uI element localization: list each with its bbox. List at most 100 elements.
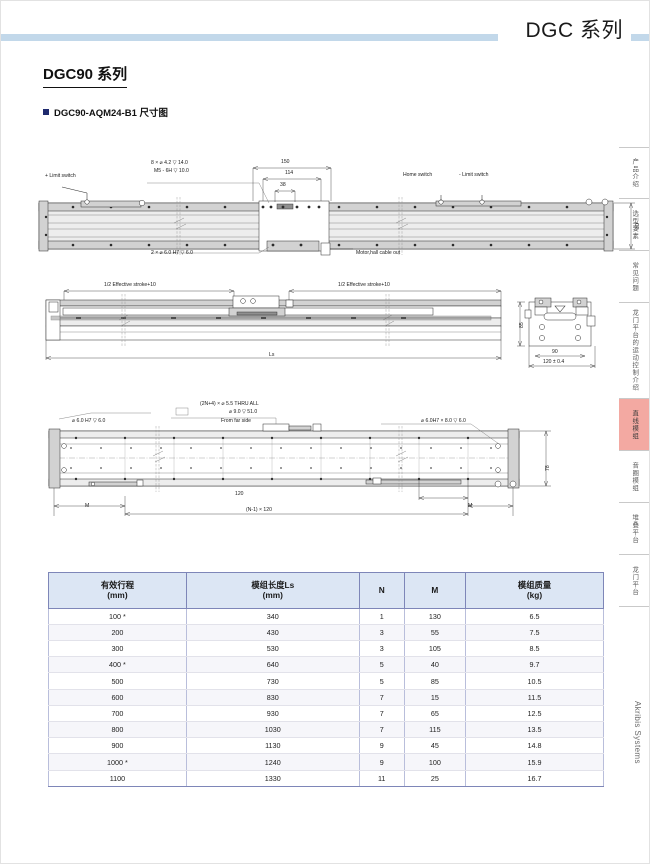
- page-header: DGC 系列: [1, 16, 649, 46]
- label-dowel-note-top: 2 × ⌀ 6.0 H7 ▽ 6.0: [151, 250, 193, 256]
- table-cell-r9-c0: 1000 *: [48, 753, 187, 771]
- table-cell-r1-c1: 430: [185, 623, 360, 642]
- table-cell-r8-c3: 45: [403, 737, 467, 755]
- table-cell-r3-c0: 400 *: [48, 656, 187, 674]
- table-header-cell-3: M: [403, 572, 467, 609]
- table-cell-r3-c1: 640: [185, 656, 360, 674]
- table-cell-r8-c4: 14.8: [465, 737, 604, 755]
- table-cell-r3-c2: 5: [358, 656, 405, 674]
- label-thru-note-3: From far side: [221, 418, 252, 424]
- dim-120-tol: 120 ± 0.4: [543, 359, 565, 365]
- table-cell-r7-c0: 800: [48, 721, 187, 739]
- table-row: 1000 * 1240 9 100 15.9: [48, 753, 604, 771]
- section-subtitle: DGC90-AQM24-B1 尺寸图: [43, 105, 168, 119]
- table-cell-r10-c2: 11: [358, 769, 405, 787]
- table-cell-r9-c2: 9: [358, 753, 405, 771]
- side-tab-label: 龙门平台: [631, 565, 639, 596]
- table-cell-r9-c3: 100: [403, 753, 467, 771]
- table-row: 1100 1330 11 25 16.7: [48, 769, 604, 787]
- dim-150: 150: [281, 159, 290, 165]
- table-cell-r2-c4: 8.5: [465, 640, 604, 658]
- side-tab-4[interactable]: 直线模组: [619, 399, 649, 451]
- table-cell-r5-c4: 11.5: [465, 688, 604, 706]
- label-ls: Ls: [269, 352, 275, 358]
- dim-38: 38: [280, 182, 286, 188]
- table-cell-r6-c4: 12.5: [465, 704, 604, 723]
- side-tab-1[interactable]: 选型要素: [619, 199, 649, 251]
- table-row: 600 830 7 15 11.5: [48, 688, 604, 706]
- spec-table: 有效行程 (mm) 模组长度Ls (mm) N M 模组质量 (kg) 100 * 340 1 13…: [48, 572, 604, 787]
- table-cell-r6-c3: 65: [403, 704, 467, 723]
- table-cell-r10-c3: 25: [403, 769, 467, 787]
- side-tab-0[interactable]: 产品介绍: [619, 147, 649, 199]
- table-cell-r2-c1: 530: [185, 640, 360, 658]
- table-cell-r1-c3: 55: [403, 623, 467, 642]
- table-cell-r8-c2: 9: [358, 737, 405, 755]
- table-cell-r1-c2: 3: [358, 623, 405, 642]
- table-row: 700 930 7 65 12.5: [48, 704, 604, 723]
- table-cell-r6-c1: 930: [185, 704, 360, 723]
- table-header-cell-0: 有效行程 (mm): [48, 572, 187, 609]
- table-cell-r2-c2: 3: [358, 640, 405, 658]
- table-cell-r0-c1: 340: [185, 607, 360, 625]
- table-cell-r4-c4: 10.5: [465, 672, 604, 690]
- label-minus-limit-switch: - Limit switch: [459, 172, 489, 178]
- table-header-cell-1: 模组长度Ls (mm): [185, 572, 360, 609]
- side-tab-label: 选型要素: [631, 209, 639, 240]
- page-title-text: DGC90 系列: [43, 63, 128, 88]
- table-cell-r2-c0: 300: [48, 640, 187, 658]
- table-cell-r7-c4: 13.5: [465, 721, 604, 739]
- side-tab-5[interactable]: 音圈模组: [619, 451, 649, 503]
- label-hole-note-2: M5 - 6H ▽ 10.0: [154, 168, 189, 174]
- side-tab-3[interactable]: 龙门平台的运动控制介绍: [619, 303, 649, 399]
- footer-brand-text: Akribis Systems: [633, 701, 642, 764]
- table-row: 300 530 3 105 8.5: [48, 640, 604, 658]
- table-cell-r3-c3: 40: [403, 656, 467, 674]
- table-header-cell-2: N: [358, 572, 405, 609]
- dim-90: 90: [552, 349, 558, 355]
- table-cell-r9-c4: 15.9: [465, 753, 604, 771]
- table-cell-r7-c3: 115: [403, 721, 467, 739]
- table-cell-r4-c0: 500: [48, 672, 187, 690]
- label-stroke-right: 1/2 Effective stroke+10: [338, 282, 390, 288]
- label-plus-limit-switch: + Limit switch: [45, 173, 76, 179]
- table-row: 400 * 640 5 40 9.7: [48, 656, 604, 674]
- table-cell-r10-c1: 1330: [185, 769, 360, 787]
- label-thru-note-2: ⌀ 9.0 ▽ 51.0: [229, 409, 258, 415]
- table-header-cell-4: 模组质量 (kg): [465, 572, 604, 609]
- section-subtitle-text: DGC90-AQM24-B1 尺寸图: [54, 108, 169, 119]
- side-tab-label: 常见问题: [631, 261, 639, 292]
- table-cell-r8-c0: 900: [48, 737, 187, 755]
- table-cell-r2-c3: 105: [403, 640, 467, 658]
- table-row: 900 1130 9 45 14.8: [48, 737, 604, 755]
- label-hole-note-1: 8 × ⌀ 4.2 ▽ 14.0: [151, 160, 188, 166]
- footer-brand: Akribis Systems: [633, 701, 642, 769]
- dim-85: 85: [519, 322, 525, 328]
- table-cell-r5-c1: 830: [185, 688, 360, 706]
- side-tab-label: 堆叠平台: [631, 513, 639, 544]
- table-cell-r1-c4: 7.5: [465, 623, 604, 642]
- table-cell-r8-c1: 1130: [185, 737, 360, 755]
- dim-m-right: M: [468, 503, 473, 509]
- table-row: 800 1030 7 115 13.5: [48, 721, 604, 739]
- side-tab-2[interactable]: 常见问题: [619, 251, 649, 303]
- side-tab-6[interactable]: 堆叠平台: [619, 503, 649, 555]
- table-cell-r4-c2: 5: [358, 672, 405, 690]
- table-cell-r5-c0: 600: [48, 688, 187, 706]
- label-home-switch: Home switch: [403, 172, 433, 178]
- bullet-square-icon: [43, 109, 49, 115]
- table-cell-r10-c0: 1100: [48, 769, 187, 787]
- table-cell-r4-c1: 730: [185, 672, 360, 690]
- dim-m-left: M: [85, 503, 90, 509]
- side-tab-label: 直线模组: [631, 409, 639, 440]
- label-stroke-left: 1/2 Effective stroke+10: [104, 282, 156, 288]
- table-cell-r0-c3: 130: [403, 607, 467, 625]
- table-cell-r7-c2: 7: [358, 721, 405, 739]
- side-tab-7[interactable]: 龙门平台: [619, 555, 649, 607]
- table-cell-r6-c2: 7: [358, 704, 405, 723]
- side-tab-label: 龙门平台的运动控制介绍: [631, 309, 639, 392]
- header-bar-left: [1, 34, 498, 41]
- label-thru-note-1: (2N+4) × ⌀ 5.5 THRU ALL: [200, 401, 259, 407]
- table-header-row: 有效行程 (mm) 模组长度Ls (mm) N M 模组质量 (kg): [48, 572, 604, 609]
